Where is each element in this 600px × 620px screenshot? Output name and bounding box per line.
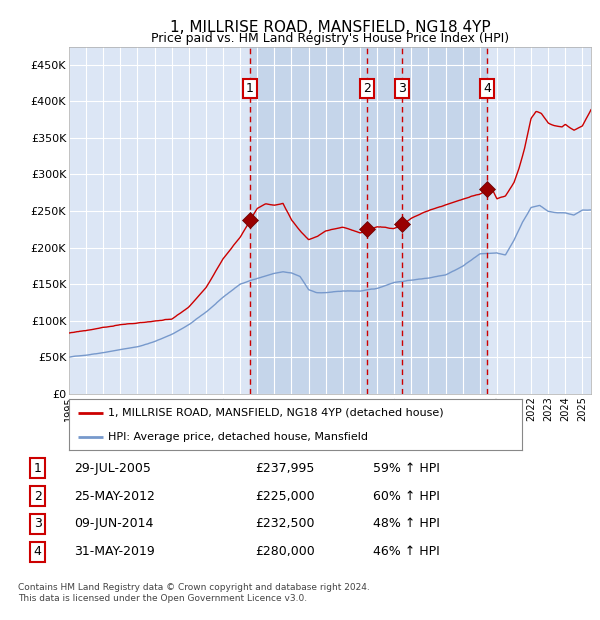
Bar: [250, 46, 487, 394]
Text: 46% ↑ HPI: 46% ↑ HPI: [373, 545, 440, 558]
Text: 25-MAY-2012: 25-MAY-2012: [74, 490, 155, 503]
Text: 1, MILLRISE ROAD, MANSFIELD, NG18 4YP (detached house): 1, MILLRISE ROAD, MANSFIELD, NG18 4YP (d…: [107, 408, 443, 418]
Text: £232,500: £232,500: [255, 518, 314, 531]
Text: £280,000: £280,000: [255, 545, 314, 558]
Text: £225,000: £225,000: [255, 490, 314, 503]
Text: 48% ↑ HPI: 48% ↑ HPI: [373, 518, 440, 531]
Text: 3: 3: [398, 82, 406, 95]
Text: 29-JUL-2005: 29-JUL-2005: [74, 462, 151, 475]
Text: 4: 4: [483, 82, 491, 95]
Text: HPI: Average price, detached house, Mansfield: HPI: Average price, detached house, Mans…: [107, 432, 368, 442]
Text: 60% ↑ HPI: 60% ↑ HPI: [373, 490, 440, 503]
Text: 4: 4: [34, 545, 41, 558]
Text: 31-MAY-2019: 31-MAY-2019: [74, 545, 155, 558]
Text: 09-JUN-2014: 09-JUN-2014: [74, 518, 154, 531]
Text: £237,995: £237,995: [255, 462, 314, 475]
Title: Price paid vs. HM Land Registry's House Price Index (HPI): Price paid vs. HM Land Registry's House …: [151, 32, 509, 45]
Text: 2: 2: [34, 490, 41, 503]
Text: 1: 1: [246, 82, 254, 95]
Text: 2: 2: [363, 82, 371, 95]
Text: 59% ↑ HPI: 59% ↑ HPI: [373, 462, 440, 475]
Text: This data is licensed under the Open Government Licence v3.0.: This data is licensed under the Open Gov…: [18, 595, 307, 603]
Text: 3: 3: [34, 518, 41, 531]
Text: 1: 1: [34, 462, 41, 475]
Text: 1, MILLRISE ROAD, MANSFIELD, NG18 4YP: 1, MILLRISE ROAD, MANSFIELD, NG18 4YP: [170, 20, 490, 35]
Text: Contains HM Land Registry data © Crown copyright and database right 2024.: Contains HM Land Registry data © Crown c…: [18, 583, 370, 592]
